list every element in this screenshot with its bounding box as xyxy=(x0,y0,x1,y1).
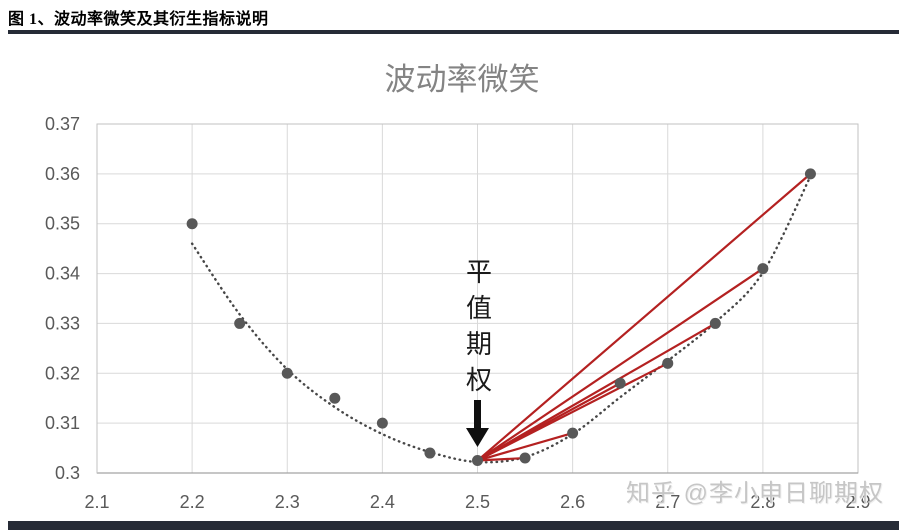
chart-title: 波动率微笑 xyxy=(385,62,540,97)
data-point xyxy=(186,218,198,230)
atm-fan-line xyxy=(476,322,717,462)
data-point xyxy=(757,263,769,275)
x-tick-label: 2.7 xyxy=(655,492,680,512)
y-tick-label: 0.32 xyxy=(45,363,80,383)
down-arrow-icon xyxy=(466,400,489,447)
x-tick-label: 2.6 xyxy=(560,492,585,512)
data-point xyxy=(614,377,626,389)
data-point xyxy=(281,367,293,379)
header-rule xyxy=(8,30,899,34)
x-tick-label: 2.3 xyxy=(275,492,300,512)
atm-fan-line xyxy=(476,432,574,462)
x-tick-label: 2.8 xyxy=(750,492,775,512)
data-point xyxy=(804,168,816,180)
annotation-char: 值 xyxy=(466,293,492,323)
x-tick-label: 2.1 xyxy=(84,492,109,512)
y-tick-label: 0.36 xyxy=(45,164,80,184)
y-tick-label: 0.37 xyxy=(45,114,80,134)
data-point xyxy=(519,452,531,464)
y-tick-label: 0.31 xyxy=(45,413,80,433)
y-tick-label: 0.33 xyxy=(45,313,80,333)
data-point xyxy=(329,392,341,404)
data-point xyxy=(567,427,579,439)
x-tick-label: 2.9 xyxy=(845,492,870,512)
data-point xyxy=(376,417,388,429)
y-tick-label: 0.3 xyxy=(55,463,80,483)
atm-fan-line xyxy=(476,362,669,462)
plot-area: 0.3 0.31 0.32 0.33 0.34 0.35 0.36 0.37 2.1 2.2 2.3… xyxy=(45,114,871,512)
atm-fan-line xyxy=(476,267,764,462)
atm-fan-line xyxy=(476,172,812,462)
atm-fan-line xyxy=(476,456,527,462)
x-tick-label: 2.2 xyxy=(180,492,205,512)
x-tick-label: 2.4 xyxy=(370,492,395,512)
annotation-char: 期 xyxy=(466,329,492,359)
figure-caption: 图 1、波动率微笑及其衍生指标说明 xyxy=(8,11,269,28)
bottom-rule xyxy=(8,521,899,530)
atm-data-point xyxy=(472,455,483,467)
y-tick-label: 0.34 xyxy=(45,264,80,284)
data-point xyxy=(709,317,721,329)
y-tick-label: 0.35 xyxy=(45,214,80,234)
x-tick-label: 2.5 xyxy=(465,492,490,512)
annotation-char: 平 xyxy=(466,257,492,287)
watermark: 知乎 @李小申日聊期权 xyxy=(626,480,885,507)
annotation-char: 权 xyxy=(466,365,492,395)
data-point xyxy=(662,357,674,369)
data-point xyxy=(424,447,436,459)
data-point xyxy=(234,317,246,329)
